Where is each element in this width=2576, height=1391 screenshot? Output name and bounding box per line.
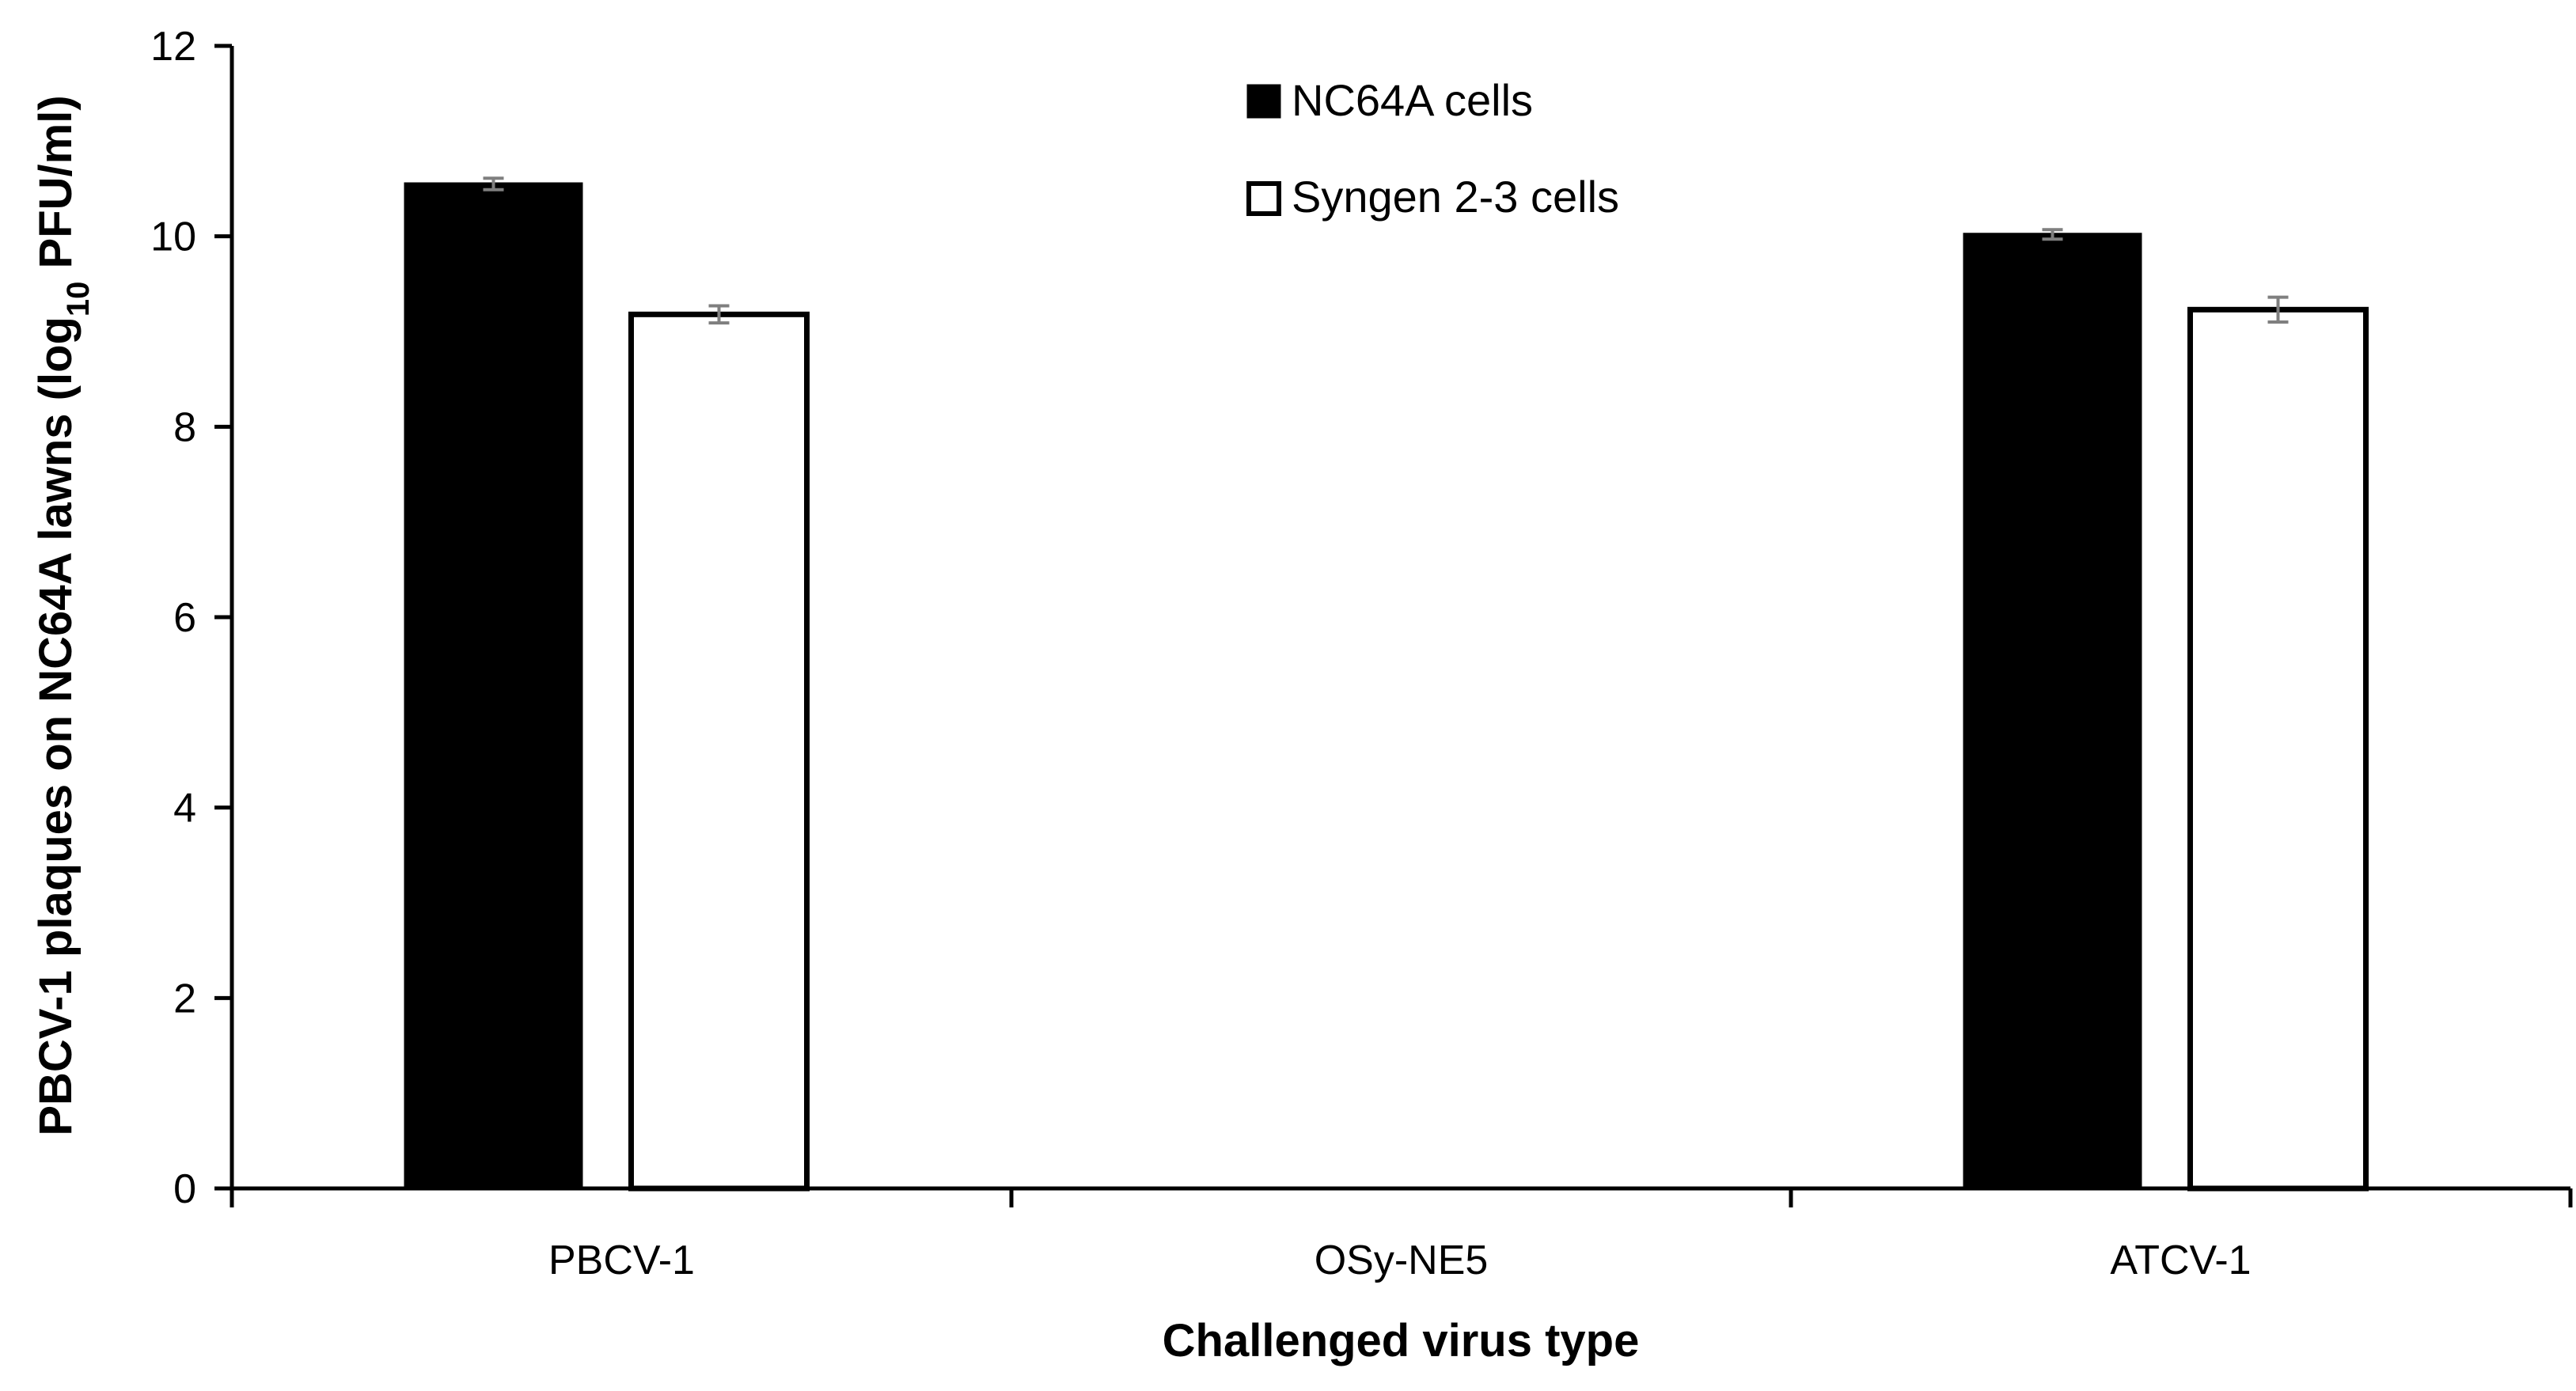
error-bar <box>2267 295 2289 324</box>
legend-label-nc64a: NC64A cells <box>1292 75 1533 125</box>
x-categories: PBCV-1 OSy-NE5 ATCV-1 <box>230 1188 2573 1283</box>
legend-swatch-nc64a <box>1246 84 1281 119</box>
error-bars-layer <box>483 176 2289 325</box>
y-tick-label: 10 <box>150 214 196 260</box>
error-bar <box>708 304 730 325</box>
bar-syngen <box>2187 306 2369 1192</box>
y-axis-title-suffix: PFU/ml) <box>30 95 82 281</box>
legend: NC64A cells Syngen 2-3 cells <box>1246 75 1619 222</box>
x-category-label: PBCV-1 <box>548 1237 695 1283</box>
x-category-label: OSy-NE5 <box>1315 1237 1489 1283</box>
error-bar <box>2042 228 2063 241</box>
bars-layer <box>404 182 2369 1192</box>
y-tick-label: 0 <box>173 1166 196 1212</box>
y-tick-label: 8 <box>173 404 196 450</box>
legend-label-syngen: Syngen 2-3 cells <box>1292 172 1619 222</box>
y-axis-title-subscript: 10 <box>61 282 96 317</box>
bar-syngen <box>628 311 810 1192</box>
y-axis-title-prefix: PBCV-1 plaques on NC64A lawns (log <box>30 316 82 1136</box>
y-axis-title: PBCV-1 plaques on NC64A lawns (log10 PFU… <box>30 95 96 1135</box>
y-tick-label: 4 <box>173 786 196 832</box>
bar-nc64a <box>1963 233 2142 1190</box>
y-tick-label: 12 <box>150 24 196 70</box>
y-ticks: 0 2 4 6 8 10 12 <box>150 24 232 1212</box>
y-tick-label: 6 <box>173 595 196 641</box>
y-tick-label: 2 <box>173 976 196 1021</box>
bar-nc64a <box>404 182 583 1191</box>
x-category-label: ATCV-1 <box>2110 1237 2251 1283</box>
legend-swatch-syngen <box>1246 181 1281 216</box>
x-axis-title: Challenged virus type <box>1163 1315 1640 1366</box>
error-bar <box>483 176 504 191</box>
